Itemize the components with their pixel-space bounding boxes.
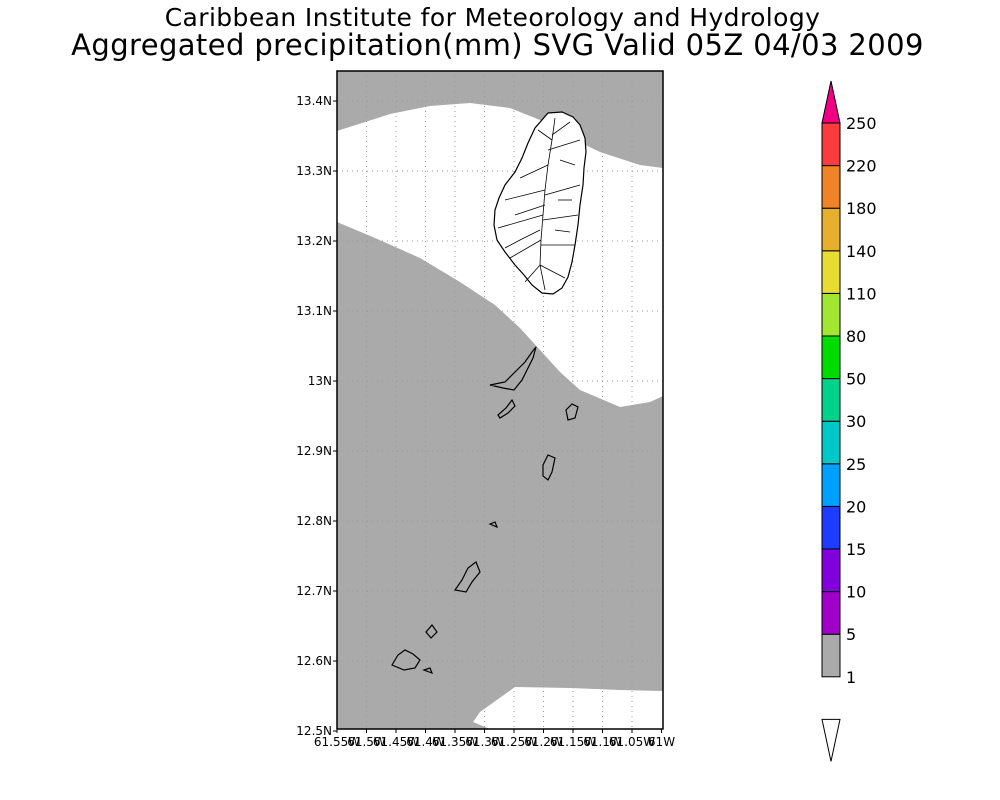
colorbar-box — [821, 505, 841, 550]
colorbar-over-triangle — [821, 80, 841, 124]
lat-tick-label: 13.3N — [296, 164, 332, 178]
colorbar-label: 20 — [846, 497, 866, 516]
island-canouan — [542, 454, 556, 481]
colorbar-under-triangle — [821, 718, 841, 762]
lat-tick-label: 12.5N — [296, 724, 332, 738]
lon-tick-label: 61.25W — [491, 735, 537, 749]
colorbar-boxes — [821, 80, 841, 762]
latitude-axis: 13.4N 13.3N 13.2N 13.1N 13N 12.9N 12.8N 12.7N 12… — [296, 94, 337, 738]
lat-tick-label: 13N — [308, 374, 332, 388]
lon-tick-label: 61.15W — [550, 735, 596, 749]
lon-tick-label: 61.5W — [347, 735, 386, 749]
lon-tick-label: 61.1W — [583, 735, 622, 749]
colorbar-box — [821, 633, 841, 678]
island-st-vincent — [493, 111, 587, 295]
chart-title-institute: Caribbean Institute for Meteorology and … — [164, 3, 821, 32]
island-baliceaux — [565, 403, 579, 421]
colorbar-label: 250 — [846, 114, 877, 133]
colorbar-box — [821, 548, 841, 593]
lon-tick-label: 61.55W — [314, 735, 360, 749]
colorbar-box — [821, 335, 841, 380]
island-union — [453, 561, 481, 593]
colorbar-box — [821, 207, 841, 252]
lat-tick-label: 12.6N — [296, 654, 332, 668]
colorbar-label: 140 — [846, 242, 877, 261]
lat-tick-label: 13.1N — [296, 304, 332, 318]
colorbar-box — [821, 378, 841, 422]
colorbar-box — [821, 420, 841, 465]
colorbar-label: 15 — [846, 540, 866, 559]
colorbar-box — [821, 591, 841, 635]
island-mustique — [497, 398, 516, 419]
island-small-1 — [425, 624, 438, 639]
island-small-2 — [422, 667, 434, 675]
lon-tick-label: 61.3W — [465, 735, 504, 749]
colorbar-label: 80 — [846, 327, 866, 346]
lon-tick-label: 61.45W — [373, 735, 419, 749]
colorbar-label: 25 — [846, 455, 866, 474]
map-frame — [336, 70, 664, 730]
colorbar-box — [821, 122, 841, 167]
lat-tick-label: 12.9N — [296, 444, 332, 458]
lon-tick-label: 61W — [648, 735, 675, 749]
colorbar-label: 5 — [846, 625, 856, 644]
lat-tick-label: 12.8N — [296, 514, 332, 528]
colorbar-label: 10 — [846, 583, 866, 602]
colorbar-label: 220 — [846, 157, 877, 176]
island-mayreau — [488, 521, 499, 529]
colorbar-label: 50 — [846, 370, 866, 389]
lon-tick-label: 61.4W — [406, 735, 445, 749]
longitude-axis: 61.55W61.5W61.45W61.4W61.35W61.3W61.25W6… — [314, 729, 675, 749]
lon-tick-label: 61.35W — [432, 735, 478, 749]
colorbar-box — [821, 165, 841, 209]
chart-title-product: Aggregated precipitation(mm) SVG Valid 0… — [71, 28, 924, 62]
lon-tick-label: 61.05W — [609, 735, 655, 749]
colorbar-box — [821, 250, 841, 294]
rain-region-top — [337, 71, 663, 168]
lat-tick-label: 13.4N — [296, 94, 332, 108]
grenadines-islands — [391, 346, 579, 675]
colorbar-box — [821, 292, 841, 337]
colorbar-label: 180 — [846, 199, 877, 218]
lat-tick-label: 12.7N — [296, 584, 332, 598]
colorbar-label: 1 — [846, 668, 856, 687]
island-carriacou — [391, 649, 421, 671]
colorbar-label: 110 — [846, 284, 877, 303]
colorbar-label: 30 — [846, 412, 866, 431]
island-bequia — [489, 346, 537, 391]
rain-region-main — [337, 222, 663, 729]
colorbar-box — [821, 463, 841, 507]
lon-tick-label: 61.2W — [524, 735, 563, 749]
lat-tick-label: 13.2N — [296, 234, 332, 248]
